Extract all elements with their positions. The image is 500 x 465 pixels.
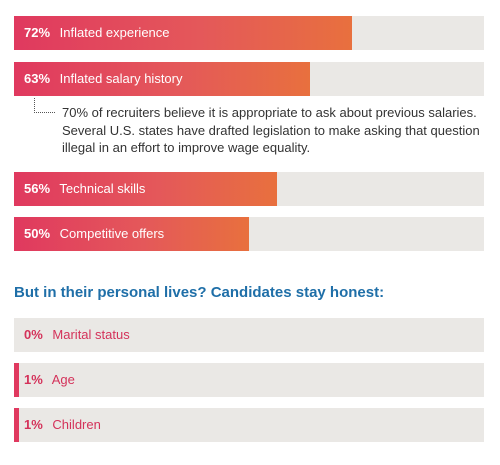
bar-row-children: 1% Children — [14, 408, 484, 442]
bar-category-label: Inflated salary history — [59, 71, 183, 86]
bar-category-label: Children — [52, 417, 101, 432]
bar-label: 1% Age — [24, 363, 75, 397]
bar-label: 1% Children — [24, 408, 101, 442]
bar-label: 50% Competitive offers — [24, 217, 164, 251]
bar-fill — [14, 62, 311, 96]
bar-fill — [14, 16, 353, 50]
bar-fill-honest — [14, 408, 19, 442]
annotation-connector — [34, 98, 55, 113]
bar-category-label: Inflated experience — [59, 25, 170, 40]
annotation-text: 70% of recruiters believe it is appropri… — [62, 105, 480, 155]
bar-category-label: Technical skills — [59, 181, 146, 196]
bar-value-label: 72% — [24, 25, 51, 40]
bar-fill — [14, 172, 278, 206]
bar-row-age: 1% Age — [14, 363, 484, 397]
bar-category-label: Age — [51, 372, 75, 387]
bar-value-label: 50% — [24, 226, 51, 241]
bar-row-technical-skills: 56% Technical skills — [14, 172, 484, 206]
section-heading: But in their personal lives? Candidates … — [14, 284, 385, 301]
bar-value-label: 1% — [24, 417, 43, 432]
bar-category-label: Competitive offers — [59, 226, 165, 241]
bar-label: 0% Marital status — [24, 318, 130, 352]
bar-value-label: 56% — [24, 181, 51, 196]
bar-row-marital-status: 0% Marital status — [14, 318, 484, 352]
bar-fill — [14, 217, 249, 251]
bar-fill-honest — [14, 363, 19, 397]
bar-row-inflated-experience: 72% Inflated experience — [14, 16, 484, 50]
bar-value-label: 1% — [24, 372, 43, 387]
bar-label: 56% Technical skills — [24, 172, 145, 206]
bar-row-competitive-offers: 50% Competitive offers — [14, 217, 484, 251]
bar-label: 72% Inflated experience — [24, 16, 170, 50]
bar-value-label: 63% — [24, 71, 51, 86]
bar-row-inflated-salary-history: 63% Inflated salary history — [14, 62, 484, 96]
bar-value-label: 0% — [24, 327, 43, 342]
bar-label: 63% Inflated salary history — [24, 62, 183, 96]
bar-category-label: Marital status — [52, 327, 130, 342]
